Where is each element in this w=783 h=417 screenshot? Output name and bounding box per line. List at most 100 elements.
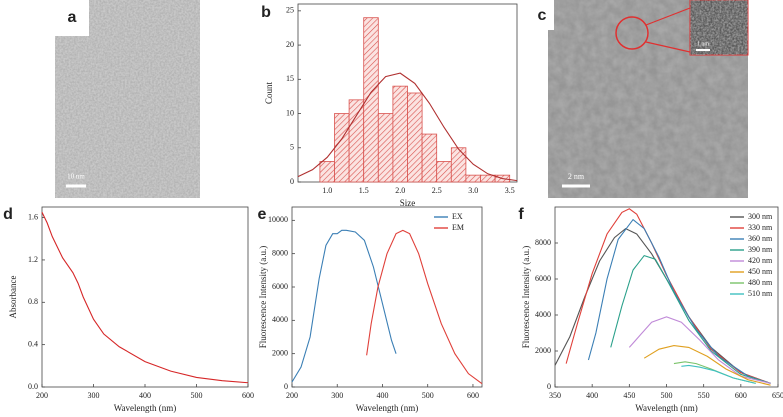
x-tick-label: 1.0 xyxy=(322,186,332,195)
x-tick-label: 500 xyxy=(422,391,434,400)
panel-letter: d xyxy=(3,206,13,223)
fit-curve xyxy=(297,72,518,182)
y-tick-label: 6000 xyxy=(272,282,288,291)
y-tick-label: 4000 xyxy=(535,310,551,319)
x-tick-label: 400 xyxy=(139,391,151,400)
panel-letter: b xyxy=(261,4,271,21)
histogram-bar xyxy=(465,174,481,183)
y-tick-label: 15 xyxy=(286,74,294,83)
y-tick-label: 0.8 xyxy=(28,297,38,306)
x-tick-label: 200 xyxy=(286,391,298,400)
line xyxy=(291,229,397,383)
y-tick-label: 0.4 xyxy=(28,339,38,348)
line xyxy=(587,218,771,384)
panel-letter: e xyxy=(258,206,267,223)
legend-label: 300 nm xyxy=(748,212,773,221)
x-axis-label: Wavelength (nm) xyxy=(356,403,419,413)
histogram-bar xyxy=(407,92,423,183)
y-tick-label: 4000 xyxy=(272,315,288,324)
x-tick-label: 2.0 xyxy=(395,186,405,195)
axes-frame xyxy=(41,206,249,388)
legend-label: 390 nm xyxy=(748,245,773,254)
legend-label: 420 nm xyxy=(748,256,773,265)
y-tick-label: 8000 xyxy=(272,248,288,257)
panel-letter: a xyxy=(68,9,77,26)
scale-bar-label: 10 nm xyxy=(67,173,85,181)
x-tick-label: 650 xyxy=(772,391,783,400)
y-tick-label: 1.6 xyxy=(28,212,38,221)
line xyxy=(643,345,771,386)
legend-label: 510 nm xyxy=(748,289,773,298)
line xyxy=(628,316,771,384)
y-tick-label: 0.0 xyxy=(28,382,38,391)
histogram-bar xyxy=(348,99,365,183)
line xyxy=(41,212,249,384)
histogram-bar xyxy=(392,85,408,183)
x-tick-label: 400 xyxy=(376,391,388,400)
histogram-bar xyxy=(450,147,467,183)
tem-image-c: c 1 nm 2 nm xyxy=(530,0,749,198)
tem-image-a: a 10 nm xyxy=(55,0,200,198)
y-tick-label: 25 xyxy=(286,6,294,15)
legend-label: 450 nm xyxy=(748,267,773,276)
y-tick-label: 0 xyxy=(547,382,551,391)
x-tick-label: 200 xyxy=(36,391,48,400)
x-tick-label: 3.5 xyxy=(505,186,515,195)
scale-bar-label: 2 nm xyxy=(568,172,585,181)
y-axis-label: Fluorescence Intensity (a.u.) xyxy=(521,246,531,348)
legend-label: 360 nm xyxy=(748,234,773,243)
x-tick-label: 600 xyxy=(242,391,254,400)
histogram-bar xyxy=(421,133,438,183)
line xyxy=(610,254,771,384)
y-axis-label: Count xyxy=(264,82,274,105)
x-tick-label: 500 xyxy=(191,391,203,400)
x-tick-label: 600 xyxy=(467,391,479,400)
x-axis-label: Wavelength (nm) xyxy=(635,403,698,413)
inset-scale-bar-label: 1 nm xyxy=(697,41,710,47)
legend-label: 330 nm xyxy=(748,223,773,232)
x-axis-label: Wavelength (nm) xyxy=(114,403,177,413)
axes-frame xyxy=(291,206,483,388)
y-tick-label: 6000 xyxy=(535,274,551,283)
line xyxy=(366,229,483,385)
histogram-bar xyxy=(377,113,394,183)
legend-label: EM xyxy=(452,223,464,232)
x-tick-label: 1.5 xyxy=(359,186,369,195)
line xyxy=(681,364,756,384)
x-tick-label: 350 xyxy=(549,391,561,400)
histogram-bar xyxy=(363,17,379,183)
panel-letter: f xyxy=(518,206,524,223)
y-tick-label: 1.2 xyxy=(28,255,38,264)
x-tick-label: 300 xyxy=(88,391,100,400)
y-tick-label: 0 xyxy=(284,382,288,391)
x-axis-label: Size xyxy=(400,198,416,208)
legend-label: EX xyxy=(452,212,463,221)
y-tick-label: 20 xyxy=(286,40,294,49)
x-tick-label: 450 xyxy=(623,391,635,400)
histogram-bar xyxy=(319,161,335,183)
x-tick-label: 400 xyxy=(586,391,598,400)
x-tick-label: 3.0 xyxy=(468,186,478,195)
y-tick-label: 2000 xyxy=(535,346,551,355)
y-tick-label: 8000 xyxy=(535,238,551,247)
x-tick-label: 300 xyxy=(331,391,343,400)
histogram-bar xyxy=(436,161,452,183)
x-tick-label: 600 xyxy=(735,391,747,400)
y-tick-label: 2000 xyxy=(272,348,288,357)
x-tick-label: 500 xyxy=(661,391,673,400)
line xyxy=(565,208,771,384)
histogram-bar xyxy=(480,174,496,183)
y-tick-label: 10000 xyxy=(268,215,288,224)
y-tick-label: 5 xyxy=(290,143,294,152)
legend-label: 480 nm xyxy=(748,278,773,287)
histogram-bar xyxy=(334,113,350,183)
y-axis-label: Fluorescence Intensity (a.u.) xyxy=(258,246,268,348)
panel-letter: c xyxy=(538,7,547,24)
y-tick-label: 10 xyxy=(286,108,294,117)
x-tick-label: 550 xyxy=(698,391,710,400)
line xyxy=(554,227,771,384)
y-tick-label: 0 xyxy=(290,177,294,186)
x-tick-label: 2.5 xyxy=(432,186,442,195)
y-axis-label: Absorbance xyxy=(8,276,18,319)
